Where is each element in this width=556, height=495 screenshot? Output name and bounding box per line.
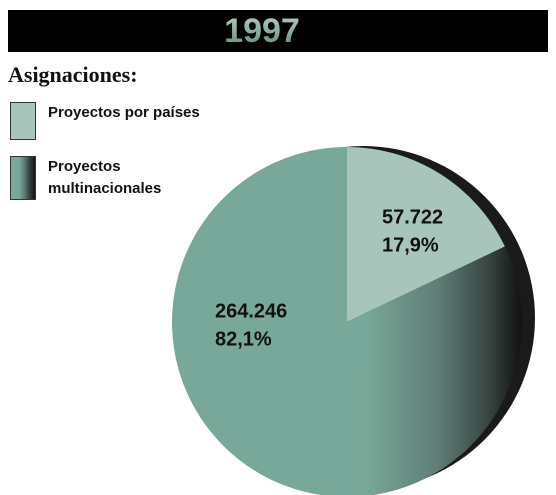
pie-slice (171, 147, 522, 495)
legend-label: Proyectos por países (48, 104, 200, 121)
amount-label: 264.246 (215, 300, 287, 322)
legend-label: Proyectos multinacionales (48, 158, 162, 197)
legend-item: Proyectos por países (10, 102, 268, 140)
legend-swatch (10, 102, 36, 140)
amount-label: 57.722 (382, 206, 443, 228)
value-label: 82,1% (215, 328, 272, 350)
chart-title: 1997 (224, 12, 300, 50)
subtitle: Asignaciones: (8, 62, 138, 87)
value-label: 17,9% (382, 234, 439, 256)
title-bar (8, 10, 548, 52)
legend-swatch (10, 156, 36, 200)
pie-slice (347, 147, 505, 322)
legend-item: Proyectos multinacionales (10, 156, 198, 200)
